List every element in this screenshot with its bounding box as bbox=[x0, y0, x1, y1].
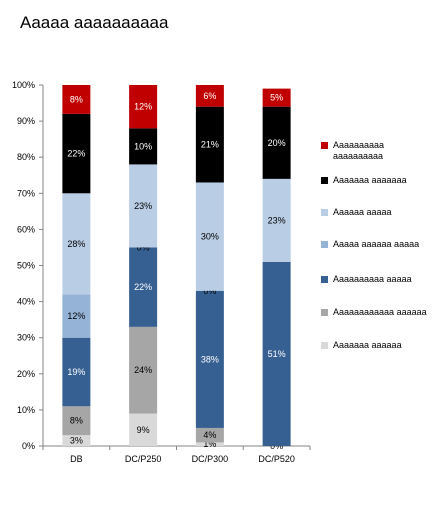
y-tick-label: 60% bbox=[17, 224, 35, 234]
bar-segment bbox=[195, 106, 224, 183]
data-label: 22% bbox=[134, 282, 152, 292]
data-label: 21% bbox=[201, 140, 219, 150]
chart-title: Aaaaa aaaaaaaaaa bbox=[20, 13, 169, 32]
bar-segment bbox=[129, 164, 158, 248]
legend-label: Aaaaaaa aaaaaa bbox=[333, 340, 402, 350]
x-tick-label: DB bbox=[70, 454, 83, 464]
y-tick-label: 40% bbox=[17, 297, 35, 307]
legend-swatch bbox=[321, 142, 328, 149]
x-tick-label: DC/P250 bbox=[125, 454, 162, 464]
y-tick-label: 0% bbox=[22, 441, 35, 451]
data-label: 22% bbox=[67, 149, 85, 159]
legend-label: Aaaaaa aaaaa bbox=[333, 207, 392, 217]
bar-segment bbox=[62, 113, 91, 194]
data-label: 6% bbox=[203, 91, 216, 101]
bar-segment bbox=[195, 427, 224, 443]
bar-segment bbox=[195, 290, 224, 428]
data-label: 9% bbox=[137, 425, 150, 435]
data-label: 12% bbox=[134, 102, 152, 112]
bar-segment bbox=[62, 85, 91, 114]
legend-swatch bbox=[321, 309, 328, 316]
bar-segment bbox=[62, 337, 91, 407]
y-tick-label: 80% bbox=[17, 152, 35, 162]
data-label: 24% bbox=[134, 365, 152, 375]
bar-segment bbox=[262, 88, 291, 107]
data-label: 8% bbox=[70, 94, 83, 104]
data-label: 10% bbox=[134, 141, 152, 151]
bar-segment bbox=[195, 85, 224, 107]
data-label: 12% bbox=[67, 311, 85, 321]
bar-segment bbox=[129, 128, 158, 165]
legend-label: Aaaaaaaaaaaa aaaaaa bbox=[333, 307, 427, 317]
bar-segment bbox=[129, 85, 158, 129]
data-label: 23% bbox=[268, 215, 286, 225]
data-label: 30% bbox=[201, 232, 219, 242]
data-label: 19% bbox=[67, 367, 85, 377]
data-label: 1% bbox=[203, 439, 216, 449]
legend-swatch bbox=[321, 276, 328, 283]
x-tick-label: DC/P300 bbox=[192, 454, 229, 464]
legend-label: Aaaaaaa aaaaaaa bbox=[333, 175, 407, 185]
y-tick-label: 50% bbox=[17, 261, 35, 271]
y-tick-label: 30% bbox=[17, 333, 35, 343]
bar-segment bbox=[129, 326, 158, 414]
legend-swatch bbox=[321, 209, 328, 216]
y-tick-label: 100% bbox=[12, 80, 35, 90]
bar-segment bbox=[195, 182, 224, 291]
data-label: 8% bbox=[70, 416, 83, 426]
data-label: 5% bbox=[270, 93, 283, 103]
bar-segment bbox=[62, 435, 91, 446]
bar-segment bbox=[262, 261, 291, 446]
y-tick-label: 90% bbox=[17, 116, 35, 126]
bar-segment bbox=[62, 406, 91, 436]
x-tick-label: DC/P520 bbox=[258, 454, 295, 464]
legend-label: Aaaaaaaaaa aaaaaaaaaa bbox=[333, 140, 385, 161]
bar-segment bbox=[195, 442, 224, 446]
bar-segment bbox=[129, 413, 158, 446]
bar-segment bbox=[62, 294, 91, 338]
bar-segment bbox=[62, 193, 91, 295]
data-label: 28% bbox=[67, 239, 85, 249]
legend-swatch bbox=[321, 342, 328, 349]
legend-label: Aaaaaaaaaa aaaaa bbox=[333, 274, 412, 284]
bar-segment bbox=[129, 247, 158, 327]
y-tick-label: 20% bbox=[17, 369, 35, 379]
legend-label: Aaaaa aaaaaa aaaaa bbox=[333, 239, 420, 249]
bar-segment bbox=[262, 106, 291, 179]
data-label: 23% bbox=[134, 201, 152, 211]
legend-swatch bbox=[321, 177, 328, 184]
data-label: 51% bbox=[268, 349, 286, 359]
legend-swatch bbox=[321, 241, 328, 248]
bar-segment bbox=[262, 178, 291, 262]
y-tick-label: 10% bbox=[17, 405, 35, 415]
data-label: 3% bbox=[70, 436, 83, 446]
y-tick-label: 70% bbox=[17, 188, 35, 198]
data-label: 38% bbox=[201, 354, 219, 364]
data-label: 20% bbox=[268, 138, 286, 148]
data-label: 4% bbox=[203, 430, 216, 440]
